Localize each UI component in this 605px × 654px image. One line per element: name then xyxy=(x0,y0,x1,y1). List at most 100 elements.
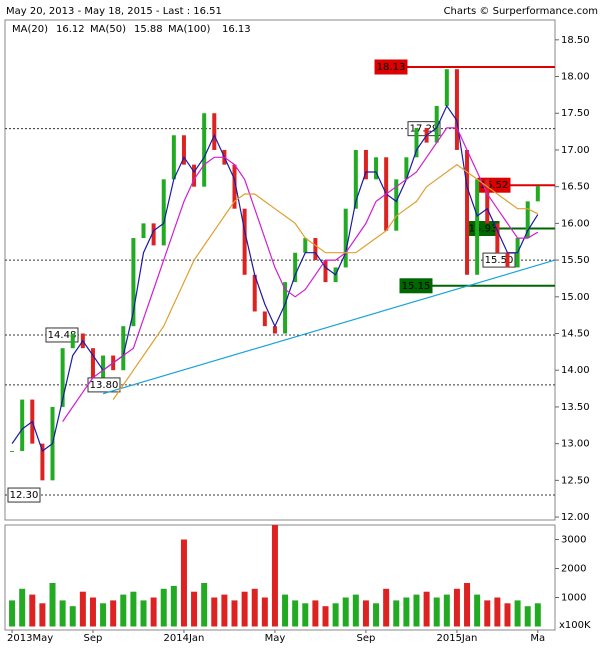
ma-line xyxy=(62,127,539,422)
volume-bar xyxy=(332,603,339,627)
price-bar xyxy=(151,223,156,246)
x-tick-label: Sep xyxy=(357,633,376,644)
volume-bar xyxy=(59,600,66,627)
volume-bar xyxy=(170,585,177,627)
volume-bar xyxy=(282,594,289,627)
legend-name: MA(50) xyxy=(90,24,126,35)
price-bar xyxy=(40,443,45,481)
x-tick-label: 2014Jan xyxy=(164,633,205,644)
level-label: 17.29 xyxy=(410,124,439,135)
price-bar xyxy=(303,238,308,253)
price-bar xyxy=(141,223,146,239)
price-bar xyxy=(444,69,449,106)
legend-value: 16.12 xyxy=(56,24,85,35)
price-bar xyxy=(181,135,186,165)
x-tick-label: May xyxy=(265,633,286,644)
level-label: 15.93 xyxy=(469,224,498,235)
volume-tick-label: 2000 xyxy=(561,564,586,575)
volume-bar xyxy=(49,583,56,627)
price-bar xyxy=(262,311,267,327)
level-label: 12.30 xyxy=(10,490,39,501)
price-bar xyxy=(212,113,217,150)
volume-bar xyxy=(302,603,309,627)
level-label: 14.48 xyxy=(48,330,77,341)
trendline xyxy=(102,259,556,395)
price-bar xyxy=(192,164,197,187)
y-tick-label: 15.50 xyxy=(561,255,590,266)
price-bar xyxy=(252,274,257,312)
volume-bar xyxy=(524,606,531,627)
price-bar xyxy=(70,333,75,349)
price-bar xyxy=(232,164,237,209)
price-bar xyxy=(101,355,106,378)
volume-bar xyxy=(312,600,319,627)
price-bar xyxy=(161,179,166,246)
volume-tick-label: 1000 xyxy=(561,593,586,604)
volume-bar xyxy=(100,603,107,627)
level-box xyxy=(7,487,41,503)
price-bar xyxy=(374,157,379,180)
price-bar xyxy=(363,149,368,180)
price-bar xyxy=(60,348,65,407)
volume-bar xyxy=(39,603,46,627)
volume-bar xyxy=(9,600,16,627)
volume-bar xyxy=(261,597,268,627)
volume-bar xyxy=(474,594,481,627)
price-bar xyxy=(394,179,399,231)
price-bar xyxy=(434,105,439,143)
y-tick-label: 15.00 xyxy=(561,292,590,303)
price-bar xyxy=(283,282,288,334)
volume-bar xyxy=(180,539,187,627)
legend-value: 16.13 xyxy=(222,24,251,35)
price-bar xyxy=(343,208,348,268)
y-tick-label: 13.00 xyxy=(561,439,590,450)
volume-bar xyxy=(322,606,329,627)
volume-bar xyxy=(393,600,400,627)
level-label: 18.13 xyxy=(377,62,406,73)
volume-bar xyxy=(403,597,410,627)
price-bar xyxy=(323,260,328,283)
y-tick-label: 12.50 xyxy=(561,475,590,486)
volume-unit: x100K xyxy=(559,620,591,631)
price-bar xyxy=(353,149,358,209)
volume-bar xyxy=(352,594,359,627)
chart-title: May 20, 2013 - May 18, 2015 - Last : 16.… xyxy=(6,6,222,17)
price-bar xyxy=(495,223,500,253)
level-box xyxy=(399,278,433,294)
volume-bar xyxy=(251,588,258,627)
price-bar xyxy=(131,238,136,327)
volume-bar xyxy=(373,603,380,627)
ma-line xyxy=(112,163,539,400)
volume-bar xyxy=(362,600,369,627)
volume-bar xyxy=(221,594,228,627)
volume-bar xyxy=(241,591,248,627)
price-bar xyxy=(485,179,490,224)
source: Charts © Surperformance.com xyxy=(444,6,598,17)
y-tick-label: 13.50 xyxy=(561,402,590,413)
volume-bar xyxy=(191,591,198,627)
volume-bar xyxy=(231,600,238,627)
volume-bar xyxy=(494,597,501,627)
x-tick-label: Sep xyxy=(84,633,103,644)
price-bar xyxy=(171,135,176,180)
volume-bar xyxy=(383,588,390,627)
volume-bar xyxy=(110,600,117,627)
y-tick-label: 17.00 xyxy=(561,145,590,156)
y-tick-label: 18.00 xyxy=(561,72,590,83)
y-tick-label: 14.50 xyxy=(561,329,590,340)
level-label: 15.15 xyxy=(402,281,431,292)
y-tick-label: 17.50 xyxy=(561,108,590,119)
volume-bar xyxy=(413,594,420,627)
price-bar xyxy=(404,157,409,180)
ma-line xyxy=(11,104,539,452)
y-tick-label: 16.00 xyxy=(561,218,590,229)
level-box xyxy=(45,327,79,343)
price-bar xyxy=(10,450,15,452)
volume-bar xyxy=(130,591,137,627)
price-bar xyxy=(475,179,480,275)
x-tick-label: Ma xyxy=(530,633,545,644)
price-bar xyxy=(242,208,247,275)
price-bar xyxy=(465,149,470,275)
